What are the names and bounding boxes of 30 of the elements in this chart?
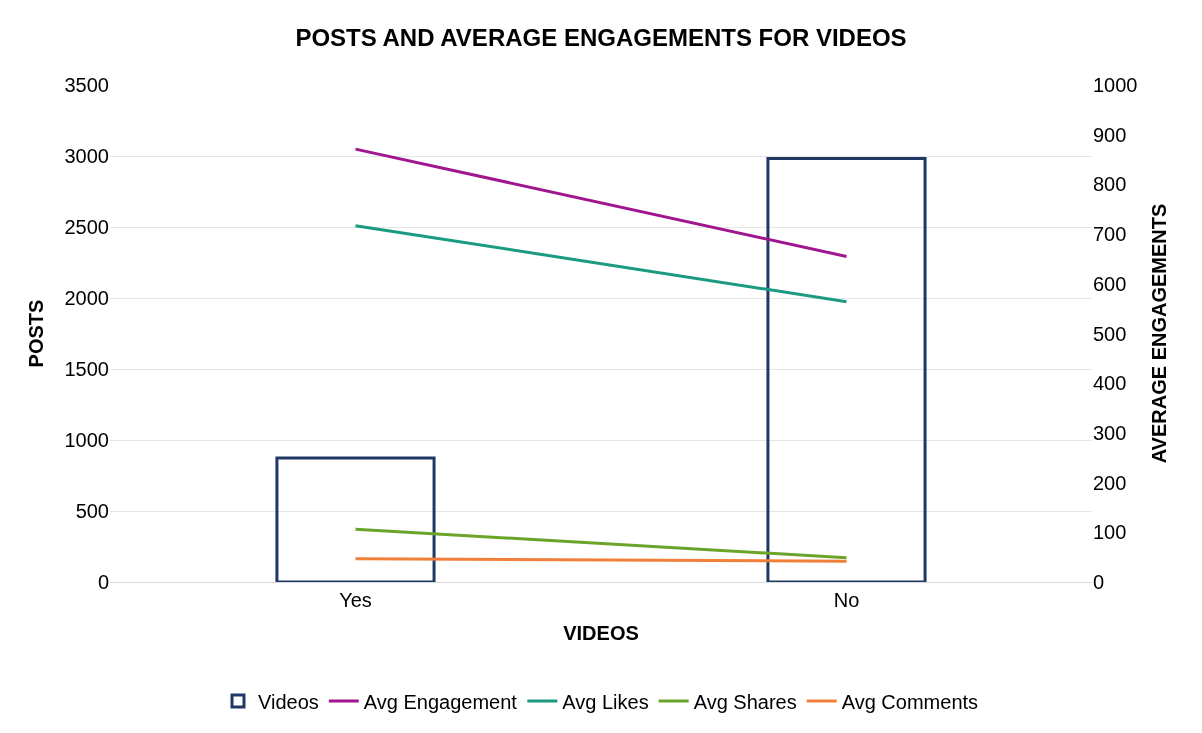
y2-tick-label: 100	[1093, 521, 1127, 544]
x-tick-label: No	[833, 589, 860, 611]
y2-tick-label: 800	[1093, 173, 1127, 196]
y2-tick-label: 500	[1093, 322, 1127, 345]
y-axis-title: POSTS	[25, 299, 47, 368]
y-tick-label: 3500	[64, 74, 109, 96]
y2-tick-label: 200	[1093, 471, 1127, 494]
y-tick-label: 2500	[64, 216, 109, 238]
y-tick-label: 500	[75, 500, 109, 522]
y2-tick-label: 400	[1093, 372, 1127, 395]
y-tick-label: 3000	[64, 145, 109, 167]
x-tick-label: Yes	[339, 589, 372, 611]
y-tick-label: 2000	[64, 287, 109, 309]
y-tick-label: 0	[97, 571, 109, 593]
y2-tick-label: 300	[1093, 421, 1127, 444]
chart-title: POSTS AND AVERAGE ENGAGEMENTS FOR VIDEOS	[295, 24, 907, 52]
legend-label: Avg Engagement	[363, 690, 518, 713]
y2-tick-label: 600	[1093, 272, 1127, 295]
legend-label: Videos	[258, 690, 319, 713]
x-axis-title: VIDEOS	[563, 621, 639, 644]
y2-axis-title: AVERAGE ENGAGEMENTS	[1148, 203, 1170, 464]
y2-tick-label: 900	[1093, 123, 1127, 146]
y-tick-label: 1000	[64, 429, 109, 451]
legend-label: Avg Likes	[562, 690, 649, 713]
y2-tick-label: 0	[1093, 571, 1105, 593]
y2-tick-label: 700	[1093, 223, 1127, 246]
legend-label: Avg Shares	[693, 690, 797, 713]
y-tick-label: 1500	[64, 358, 109, 380]
legend-label: Avg Comments	[841, 690, 979, 713]
y2-tick-label: 1000	[1093, 74, 1138, 96]
